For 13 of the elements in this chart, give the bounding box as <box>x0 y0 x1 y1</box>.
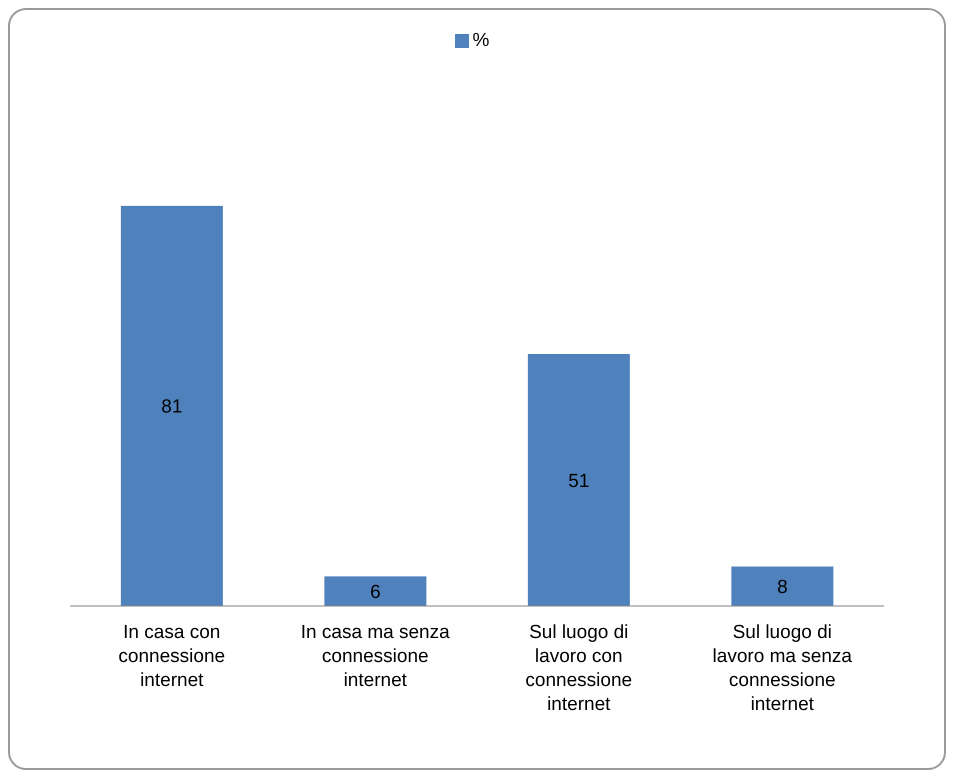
data-label: 51 <box>568 470 590 492</box>
data-label: 81 <box>161 396 182 418</box>
bar <box>528 354 630 606</box>
data-label: 6 <box>370 582 381 603</box>
x-tick-label: In casa con connessione internet <box>118 622 226 691</box>
x-tick-label: In casa ma senza connessione internet <box>300 622 450 691</box>
bar <box>731 566 834 606</box>
bar <box>324 576 426 606</box>
data-label: 8 <box>777 576 788 598</box>
legend-label: % <box>472 30 490 51</box>
x-tick-label: Sul luogo di lavoro ma senza connessione internet <box>712 622 852 715</box>
bar <box>120 206 223 606</box>
x-tick-label: Sul luogo di lavoro con connessione internet <box>525 622 632 715</box>
